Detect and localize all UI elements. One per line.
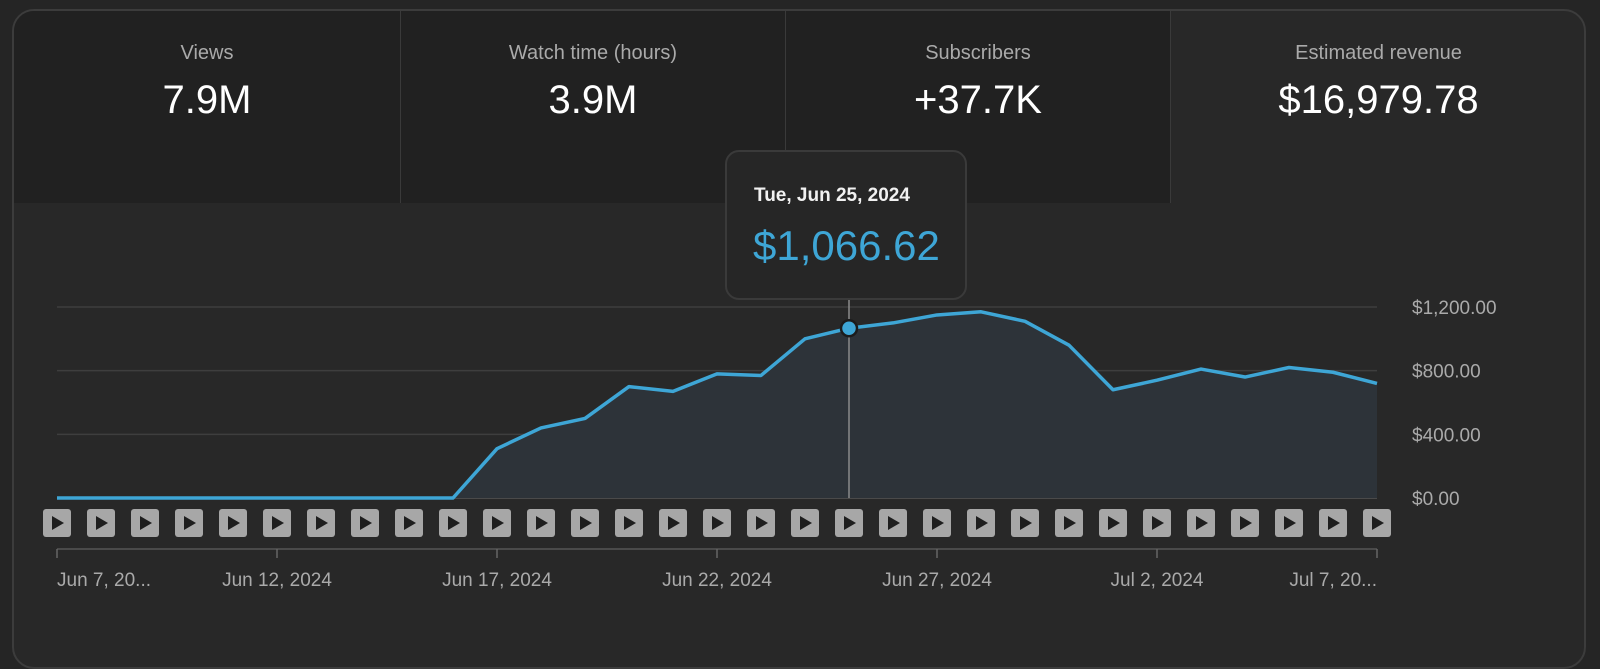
play-icon	[1108, 516, 1120, 530]
data-point[interactable]	[53, 494, 61, 502]
y-tick-label: $400.00	[1412, 425, 1481, 446]
play-icon	[228, 516, 240, 530]
series-line	[57, 310, 1378, 500]
data-point[interactable]	[317, 494, 325, 502]
data-point[interactable]	[713, 370, 721, 378]
metric-label: Subscribers	[925, 42, 1031, 64]
hovered-data-point[interactable]	[839, 318, 859, 338]
data-point[interactable]	[1329, 368, 1337, 376]
metric-estimated-revenue[interactable]: Estimated revenue $16,979.78	[1171, 11, 1584, 203]
data-point[interactable]	[97, 494, 105, 502]
data-point[interactable]	[449, 494, 457, 502]
play-icon	[1196, 516, 1208, 530]
data-point[interactable]	[141, 494, 149, 502]
play-icon	[800, 516, 812, 530]
play-icon	[1152, 516, 1164, 530]
play-icon	[1284, 516, 1296, 530]
y-tick-label: $1,200.00	[1412, 298, 1497, 319]
x-tick-label: Jul 2, 2024	[1111, 570, 1204, 591]
data-point[interactable]	[625, 383, 633, 391]
data-point[interactable]	[537, 424, 545, 432]
data-point[interactable]	[1109, 386, 1117, 394]
play-icon	[404, 516, 416, 530]
data-point[interactable]	[1285, 363, 1293, 371]
play-icon	[756, 516, 768, 530]
data-point[interactable]	[1241, 373, 1249, 381]
metric-label: Watch time (hours)	[508, 42, 678, 64]
x-tick-label: Jun 17, 2024	[442, 570, 552, 591]
chart-tooltip: Tue, Jun 25, 2024 $1,066.62	[725, 150, 967, 300]
data-point[interactable]	[185, 494, 193, 502]
play-icon	[1020, 516, 1032, 530]
play-icon	[492, 516, 504, 530]
play-icon	[360, 516, 372, 530]
data-point[interactable]	[933, 311, 941, 319]
play-icon	[52, 516, 64, 530]
tooltip-value: $1,066.62	[753, 222, 940, 269]
data-point[interactable]	[581, 414, 589, 422]
metric-label: Views	[180, 42, 234, 64]
metric-tabs: Views 7.9M Watch time (hours) 3.9M Subsc…	[14, 11, 1584, 203]
play-icon	[844, 516, 856, 530]
play-icon	[580, 516, 592, 530]
play-icon	[1372, 516, 1384, 530]
metric-value: +37.7K	[914, 78, 1042, 122]
play-icon	[624, 516, 636, 530]
play-icon	[668, 516, 680, 530]
play-icon	[536, 516, 548, 530]
data-point[interactable]	[669, 387, 677, 395]
metric-divider	[1170, 11, 1171, 203]
play-icon	[184, 516, 196, 530]
y-tick-label: $0.00	[1412, 489, 1460, 510]
metric-value: 3.9M	[548, 78, 638, 122]
play-icon	[140, 516, 152, 530]
data-point[interactable]	[757, 371, 765, 379]
tooltip-date: Tue, Jun 25, 2024	[754, 185, 910, 206]
play-icon	[976, 516, 988, 530]
metric-value: 7.9M	[162, 78, 252, 122]
play-icon	[1064, 516, 1076, 530]
data-point[interactable]	[273, 494, 281, 502]
data-point[interactable]	[977, 308, 985, 316]
data-point[interactable]	[1065, 341, 1073, 349]
play-icon	[888, 516, 900, 530]
data-point[interactable]	[493, 445, 501, 453]
data-point[interactable]	[1021, 317, 1029, 325]
metric-divider	[400, 11, 401, 203]
x-tick-label: Jun 12, 2024	[222, 570, 332, 591]
data-point[interactable]	[1373, 379, 1381, 387]
play-icon	[932, 516, 944, 530]
play-icon	[448, 516, 460, 530]
play-icon	[1328, 516, 1340, 530]
data-point[interactable]	[889, 319, 897, 327]
data-point[interactable]	[361, 494, 369, 502]
metric-value: $16,979.78	[1278, 78, 1479, 122]
metric-watch-time[interactable]: Watch time (hours) 3.9M	[401, 11, 785, 203]
data-point[interactable]	[229, 494, 237, 502]
revenue-chart[interactable]: $0.00 $400.00 $800.00 $1,200.00 Jun 7, 20...…	[14, 11, 1586, 661]
x-tick-label: Jun 27, 2024	[882, 570, 992, 591]
metric-views[interactable]: Views 7.9M	[14, 11, 400, 203]
play-icon	[1240, 516, 1252, 530]
data-point[interactable]	[405, 494, 413, 502]
metric-label: Estimated revenue	[1295, 42, 1462, 64]
data-point[interactable]	[1153, 376, 1161, 384]
x-tick-label: Jul 7, 20...	[1289, 570, 1377, 591]
x-tick-label: Jun 7, 20...	[57, 570, 151, 591]
area-fill	[57, 311, 1377, 498]
metric-divider	[785, 11, 786, 203]
analytics-card: Views 7.9M Watch time (hours) 3.9M Subsc…	[12, 9, 1586, 669]
play-icon	[712, 516, 724, 530]
data-point[interactable]	[801, 335, 809, 343]
x-tick-label: Jun 22, 2024	[662, 570, 772, 591]
y-tick-label: $800.00	[1412, 362, 1481, 383]
play-icon	[272, 516, 284, 530]
play-icon	[96, 516, 108, 530]
play-icon	[316, 516, 328, 530]
data-point[interactable]	[1197, 365, 1205, 373]
